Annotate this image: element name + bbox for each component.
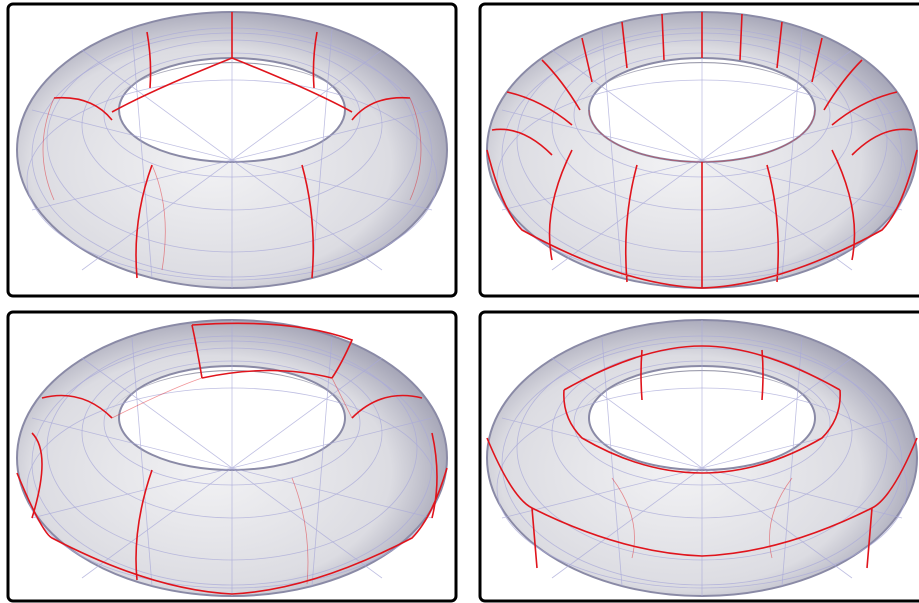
body [0, 0, 919, 603]
torus-render [487, 320, 917, 596]
torus-render [17, 12, 447, 288]
torus-render [17, 320, 447, 596]
torus-mesh [487, 320, 917, 596]
torus-mesh [17, 320, 447, 596]
page: {} html, body { margin: 0; padding: 0; b… [0, 0, 919, 603]
torus-render [487, 12, 917, 288]
figure [0, 0, 919, 603]
